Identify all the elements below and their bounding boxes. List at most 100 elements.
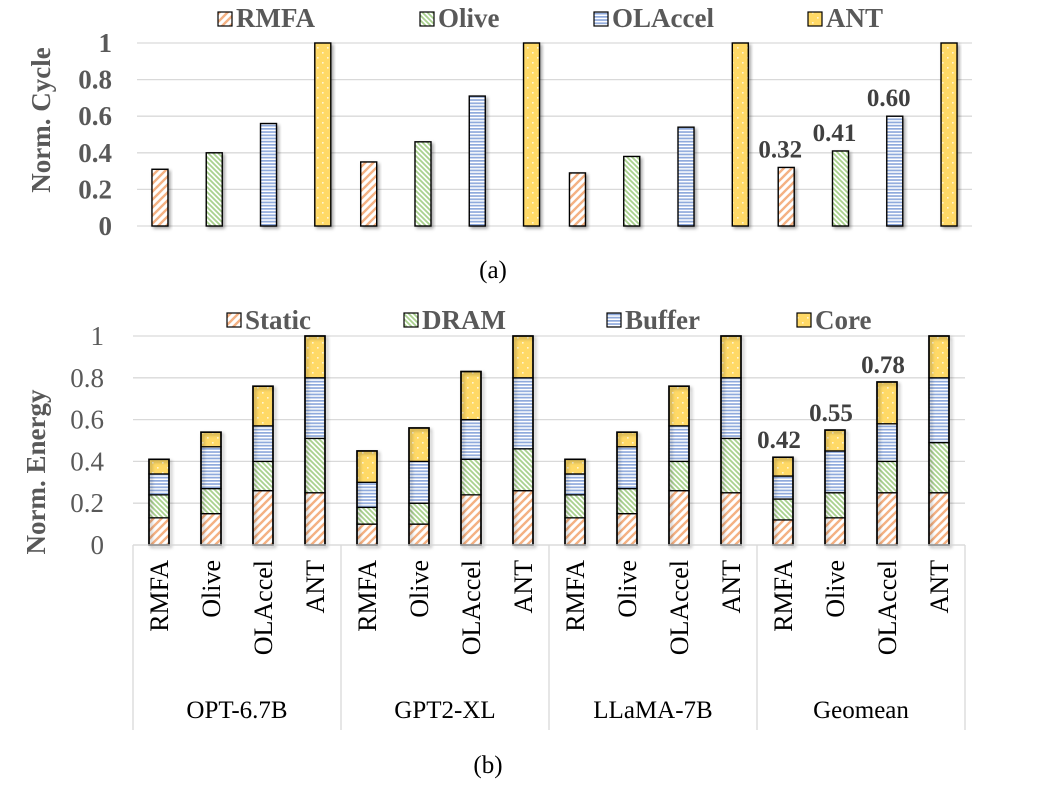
bar-llama-7b-ant [731,42,749,227]
segment-llama-7b-olive-buffer [616,446,638,490]
segment-gpt2-xl-olaccel-core [460,370,482,421]
legend-swatch-ant [807,11,823,27]
segment-opt-6-7b-olive-core [200,431,222,448]
segment-gpt2-xl-rmfa-core [356,450,378,483]
segment-gpt2-xl-rmfa-dram [356,506,378,525]
segment-llama-7b-olaccel-buffer [668,425,690,463]
x-tick-label: Olive [821,560,850,618]
legend-label-core: Core [815,305,871,335]
legend-swatch-olive [419,11,435,27]
bar-llama-7b-olaccel [677,126,695,227]
legend-label-static: Static [245,305,311,335]
bar-gpt2-xl-olive [414,141,432,227]
y-tick-label: 0.4 [78,138,112,168]
y-tick-label: 1 [99,28,113,58]
bars [151,42,958,227]
group-label: Geomean [813,697,909,724]
legend-swatch-static [226,312,242,328]
segment-geomean-olaccel-core [876,381,898,425]
segment-opt-6-7b-rmfa-buffer [148,473,170,496]
x-tick-label: ANT [301,560,330,614]
segment-gpt2-xl-olaccel-dram [460,458,482,496]
segment-opt-6-7b-rmfa-dram [148,494,170,519]
segment-llama-7b-rmfa-buffer [564,473,586,496]
segment-gpt2-xl-rmfa-static [356,523,378,546]
group-label: LLaMA-7B [593,697,712,724]
segment-geomean-olive-buffer [824,450,846,494]
segment-opt-6-7b-rmfa-static [148,517,170,546]
segment-llama-7b-ant-static [720,492,742,546]
legend-swatch-olaccel [593,11,609,27]
y-tick-label: 0.4 [70,446,104,476]
y-tick-label: 0.6 [70,405,104,435]
legend-swatch-dram [403,312,419,328]
segment-opt-6-7b-olive-buffer [200,446,222,490]
bar-gpt2-xl-ant [522,42,541,227]
segment-llama-7b-olaccel-dram [668,460,690,492]
x-tick-label: OLAccel [457,560,486,655]
y-axis-label: Norm. Cycle [26,47,56,192]
legend: Static DRAM Buffer Core [226,305,871,335]
legend-swatch-core [796,312,812,328]
legend-label-buffer: Buffer [625,305,700,335]
y-tick-label: 0 [91,530,105,560]
segment-opt-6-7b-ant-buffer [304,377,326,440]
segment-gpt2-xl-ant-buffer [512,377,534,450]
panel-label-b: (b) [473,752,502,779]
x-tick-label: ANT [509,560,538,614]
bar-llama-7b-olive [623,155,641,227]
segment-gpt2-xl-olive-dram [408,502,430,525]
segment-gpt2-xl-rmfa-buffer [356,481,378,509]
x-tick-label: OLAccel [665,560,694,655]
y-tick-label: 0 [99,211,113,241]
panel-label-a: (a) [479,257,507,284]
legend-label-olaccel: OLAccel [612,3,714,33]
segment-geomean-ant-buffer [928,377,950,444]
x-tick-label: RMFA [561,560,590,632]
x-tick-label: OLAccel [249,560,278,655]
y-tick-label: 0.2 [70,488,104,518]
segment-opt-6-7b-olaccel-static [252,490,274,546]
bar-gpt2-xl-rmfa [360,161,378,227]
segment-opt-6-7b-rmfa-core [148,458,170,475]
bar-geomean-olaccel [886,115,904,227]
legend-swatch-rmfa [217,11,233,27]
bar-geomean-rmfa [777,166,795,227]
segment-opt-6-7b-olive-static [200,513,222,546]
segment-geomean-ant-dram [928,441,950,494]
segment-llama-7b-olaccel-core [668,385,690,427]
segment-llama-7b-olive-dram [616,487,638,515]
group-label: OPT-6.7B [186,697,287,724]
segment-llama-7b-rmfa-core [564,458,586,475]
data-label: 0.41 [813,120,857,147]
segment-geomean-rmfa-dram [772,498,794,521]
x-axis: RMFA Olive OLAccel ANT OPT-6.7B RMFA Olive OLAc… [132,544,966,730]
segment-opt-6-7b-ant-core [304,335,326,379]
segment-geomean-rmfa-static [772,519,794,546]
segment-opt-6-7b-olive-dram [200,487,222,515]
segment-geomean-olaccel-static [876,492,898,546]
segment-llama-7b-ant-buffer [720,377,742,440]
y-tick-label: 0.2 [78,174,112,204]
segment-llama-7b-olive-static [616,513,638,546]
x-tick-label: RMFA [145,560,174,632]
data-label: 0.42 [757,427,801,454]
data-label: 0.60 [867,85,911,112]
data-labels: 0.42 0.55 0.78 [757,352,905,454]
stacked-bars [148,335,950,546]
y-tick-label: 0.8 [70,363,104,393]
segment-gpt2-xl-olive-buffer [408,460,430,504]
bar-gpt2-xl-olaccel [468,95,486,227]
y-tick-label: 0.8 [78,65,112,95]
segment-opt-6-7b-olaccel-buffer [252,425,274,463]
segment-geomean-rmfa-core [772,456,794,477]
segment-gpt2-xl-olaccel-static [460,494,482,546]
segment-opt-6-7b-ant-dram [304,437,326,494]
segment-opt-6-7b-olaccel-core [252,385,274,427]
x-tick-label: RMFA [353,560,382,632]
bar-geomean-ant [940,42,958,227]
segment-geomean-olaccel-dram [876,460,898,494]
segment-llama-7b-rmfa-static [564,517,586,546]
y-tick-labels: 0 0.2 0.4 0.6 0.8 1 [70,321,104,560]
